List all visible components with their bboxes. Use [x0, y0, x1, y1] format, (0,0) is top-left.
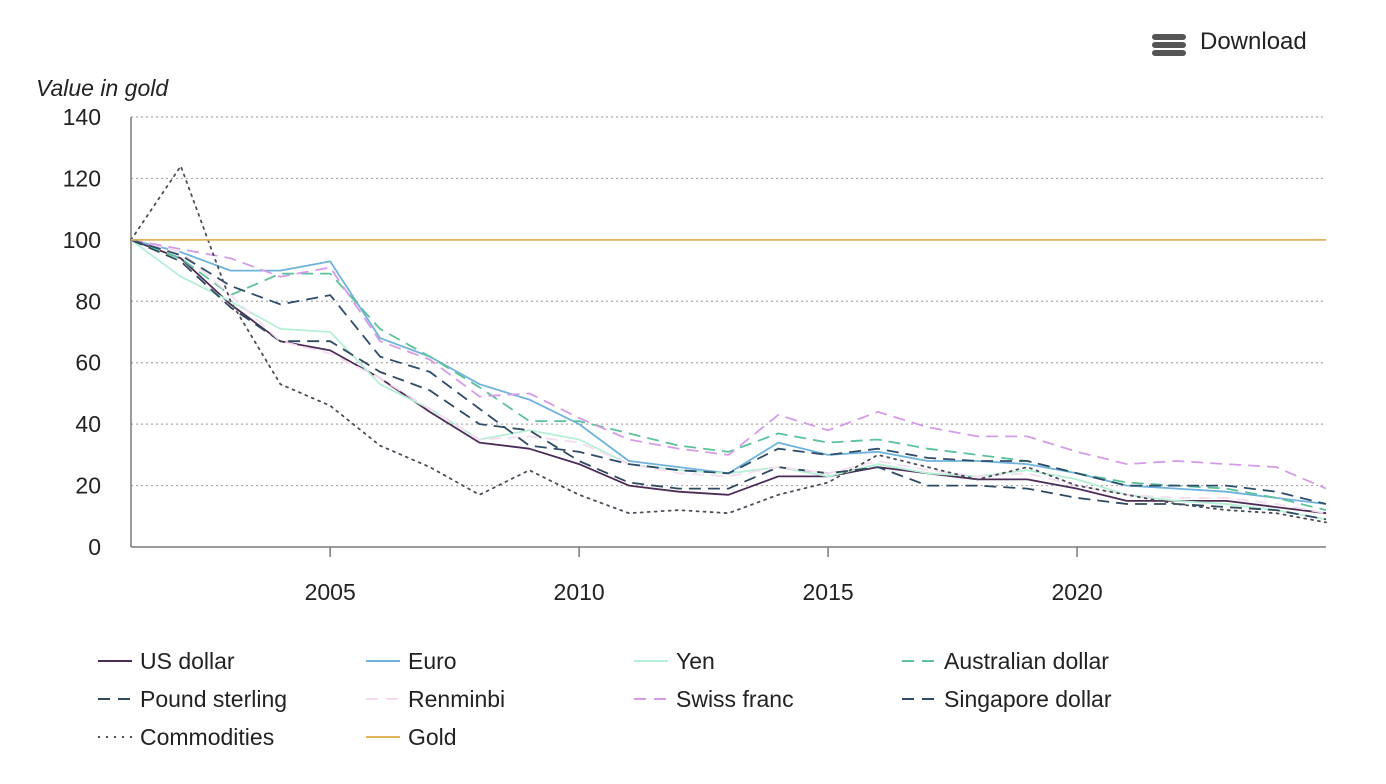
series-lines	[130, 165, 1327, 524]
legend-label: Pound sterling	[140, 686, 287, 712]
legend-item[interactable]: Yen	[634, 648, 715, 674]
x-tick-label: 2005	[305, 579, 356, 605]
legend-item[interactable]: Pound sterling	[98, 686, 287, 712]
legend-label: Yen	[676, 648, 715, 674]
x-tick-label: 2020	[1051, 579, 1102, 605]
legend-label: Singapore dollar	[944, 686, 1112, 712]
legend-item[interactable]: Singapore dollar	[902, 686, 1112, 712]
legend-label: Commodities	[140, 724, 274, 750]
legend-item[interactable]: Australian dollar	[902, 648, 1109, 674]
legend-item[interactable]: Renminbi	[366, 686, 505, 712]
legend-item[interactable]: Euro	[366, 648, 457, 674]
hamburger-menu-icon	[1152, 28, 1186, 56]
legend-label: Gold	[408, 724, 457, 750]
x-tick-label: 2015	[802, 579, 853, 605]
y-tick-label: 80	[75, 288, 101, 314]
y-tick-label: 20	[75, 473, 101, 499]
grid-lines	[131, 116, 1326, 487]
legend-item[interactable]: Swiss franc	[634, 686, 794, 712]
series-line-renminbi	[130, 239, 1327, 515]
y-tick-label: 60	[75, 350, 101, 376]
axes: 0 20 40 60 80 100 120 140 2005 2010 2015 2020	[63, 104, 1326, 605]
y-tick-label: 140	[63, 104, 101, 130]
legend-label: Australian dollar	[944, 648, 1109, 674]
series-line-commodities	[130, 165, 1327, 524]
series-line-australian-dollar	[130, 239, 1327, 511]
legend-label: Swiss franc	[676, 686, 794, 712]
series-line-singapore-dollar	[130, 239, 1327, 505]
series-line-swiss-franc	[130, 239, 1327, 490]
y-axis-label: Value in gold	[36, 75, 169, 101]
y-tick-label: 120	[63, 165, 101, 191]
series-line-us-dollar	[130, 239, 1327, 515]
y-tick-label: 0	[88, 534, 101, 560]
legend-label: Euro	[408, 648, 457, 674]
legend-item[interactable]: US dollar	[98, 648, 235, 674]
y-tick-label: 40	[75, 411, 101, 437]
series-line-pound-sterling	[130, 239, 1327, 521]
series-line-yen	[130, 239, 1327, 521]
y-tick-label: 100	[63, 227, 101, 253]
legend: US dollar Euro Yen Australian dollar Pound s…	[98, 648, 1112, 750]
x-tick-label: 2010	[554, 579, 605, 605]
download-button[interactable]: Download	[1152, 24, 1322, 60]
legend-label: Renminbi	[408, 686, 505, 712]
legend-item[interactable]: Gold	[366, 724, 457, 750]
legend-item[interactable]: Commodities	[98, 724, 274, 750]
series-line-euro	[130, 239, 1327, 505]
download-label: Download	[1200, 28, 1307, 55]
legend-label: US dollar	[140, 648, 235, 674]
